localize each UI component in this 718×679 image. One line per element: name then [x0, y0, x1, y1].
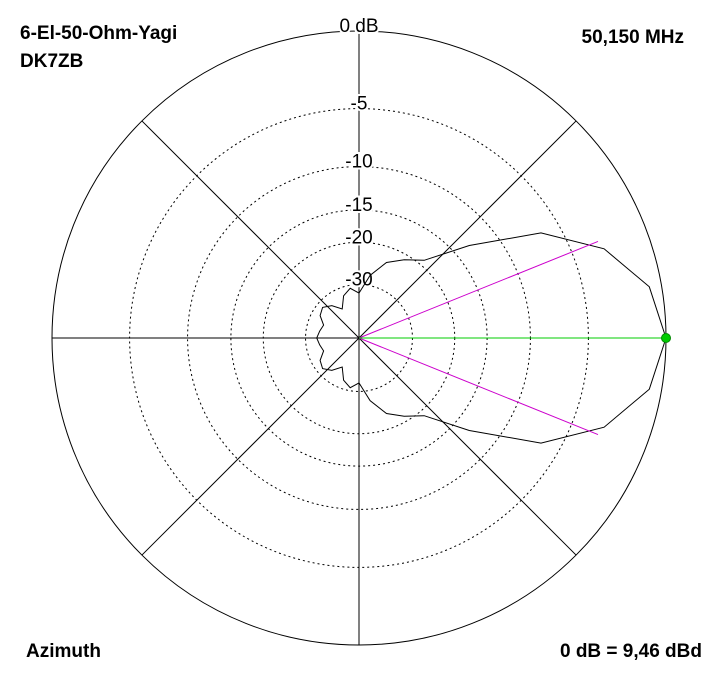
r-tick-label: -30: [345, 270, 372, 291]
r-tick-label: -10: [345, 152, 372, 173]
r-tick-label: -15: [345, 195, 372, 216]
half-power-line: [358, 337, 599, 436]
spoke: [141, 337, 360, 556]
chart-subtitle: DK7ZB: [20, 51, 83, 72]
r-tick-label: -5: [351, 94, 368, 115]
r-tick-label: -20: [345, 227, 372, 248]
spoke: [141, 120, 360, 339]
spoke: [358, 337, 577, 556]
spoke: [358, 120, 577, 339]
reference: 0 dB = 9,46 dBd: [560, 641, 702, 662]
pattern: [316, 232, 667, 444]
chart-title: 6-El-50-Ohm-Yagi: [20, 23, 177, 44]
max-point: [661, 333, 671, 343]
r-tick-label: 0 dB: [339, 16, 378, 37]
plane: Azimuth: [26, 641, 101, 662]
frequency: 50,150 MHz: [582, 27, 684, 48]
half-power-line: [358, 240, 599, 339]
